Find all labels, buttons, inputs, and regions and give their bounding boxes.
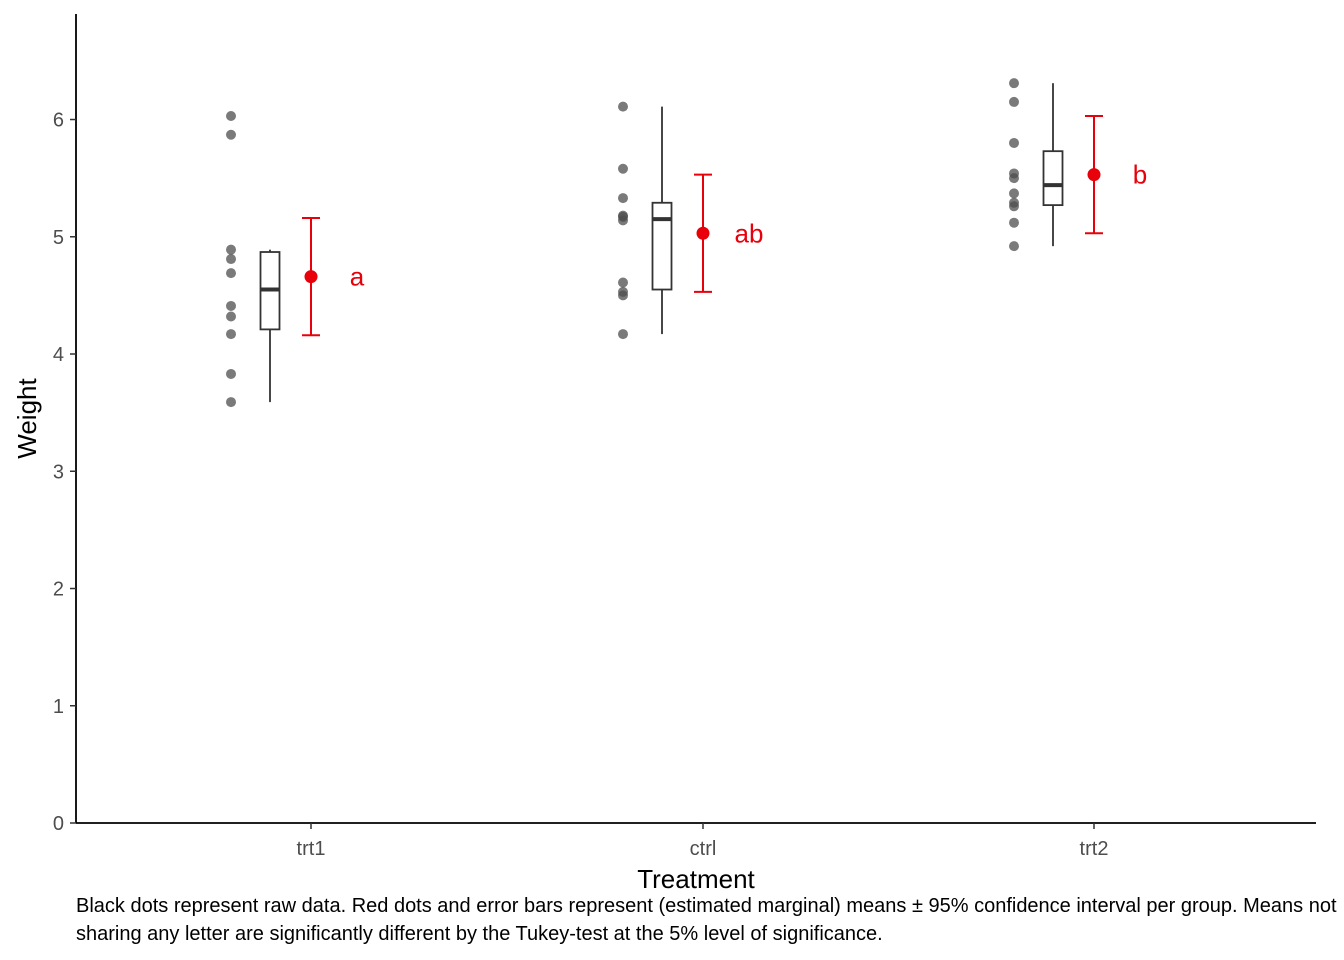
x-axis-title: Treatment (637, 864, 755, 890)
raw-data-point (618, 286, 628, 297)
raw-data-point (618, 329, 628, 340)
raw-data-point (618, 193, 628, 204)
raw-data-point (1009, 217, 1019, 228)
y-tick-label: 3 (53, 461, 64, 483)
mean-point-trt1 (304, 270, 318, 284)
raw-data-point (1009, 137, 1019, 148)
raw-data-point (226, 268, 236, 279)
raw-data-point (226, 397, 236, 408)
mean-point-ctrl (696, 226, 710, 240)
y-tick-label: 4 (53, 344, 64, 366)
y-tick-label: 6 (53, 110, 64, 132)
weight-by-treatment-plot: 0 1 2 3 4 5 6 trt1 ctrl trt2 Treatment Weight a ab b (12, 14, 1316, 894)
significance-letter-trt2: b (1133, 160, 1147, 190)
y-tick-label: 2 (53, 579, 64, 601)
raw-data-point (226, 311, 236, 322)
raw-data-point (1009, 96, 1019, 107)
chart-caption: Black dots represent raw data. Red dots … (76, 895, 1337, 945)
x-tick-label-trt1: trt1 (297, 838, 326, 860)
raw-data-point (1009, 201, 1019, 212)
y-axis-title: Weight (12, 378, 42, 459)
raw-data-point (1009, 173, 1019, 184)
raw-data-point (1009, 241, 1019, 252)
significance-letter-trt1: a (350, 262, 365, 292)
raw-data-point (618, 215, 628, 226)
raw-data-point (618, 277, 628, 288)
raw-data-point (226, 368, 236, 379)
box-ctrl (651, 201, 673, 291)
raw-data-point (226, 244, 236, 255)
mean-point-trt2 (1087, 168, 1101, 182)
box-trt2 (1042, 150, 1064, 207)
raw-data-point (1009, 188, 1019, 199)
raw-data-point (226, 111, 236, 122)
y-tick-label: 5 (53, 227, 64, 249)
y-tick-label: 1 (53, 696, 64, 718)
raw-data-point (618, 101, 628, 112)
significance-letter-ctrl: ab (735, 218, 764, 248)
x-tick-label-trt2: trt2 (1080, 838, 1109, 860)
raw-data-point (226, 329, 236, 340)
raw-data-point (1009, 78, 1019, 89)
y-tick-label: 0 (53, 813, 64, 835)
x-tick-label-ctrl: ctrl (690, 838, 717, 860)
raw-data-point (618, 163, 628, 174)
raw-data-point (226, 254, 236, 265)
raw-data-point (226, 129, 236, 140)
raw-data-point (226, 300, 236, 311)
